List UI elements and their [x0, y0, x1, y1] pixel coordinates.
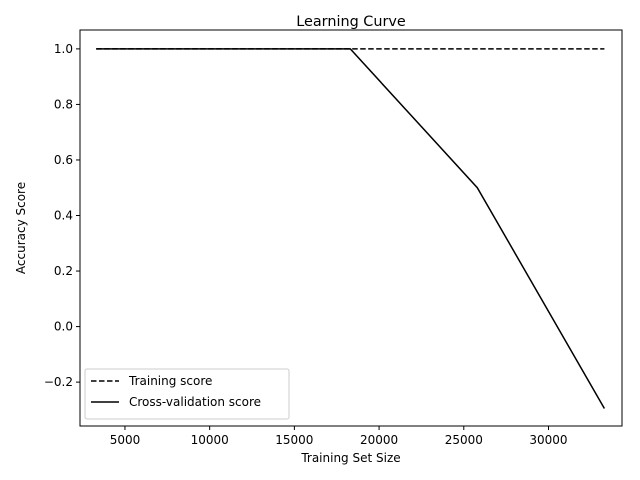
- x-tick-label: 20000: [360, 433, 398, 447]
- legend: Training score Cross-validation score: [84, 368, 290, 420]
- x-axis: 5000 10000 15000 20000 25000 30000: [110, 426, 568, 447]
- legend-label: Cross-validation score: [129, 395, 261, 409]
- x-tick-label: 15000: [275, 433, 313, 447]
- x-tick-label: 25000: [445, 433, 483, 447]
- y-tick-label: 0.4: [54, 209, 73, 223]
- x-tick-label: 10000: [191, 433, 229, 447]
- x-axis-title: Training Set Size: [300, 451, 400, 465]
- x-tick-label: 30000: [529, 433, 567, 447]
- y-axis-title: Accuracy Score: [14, 182, 28, 274]
- series-line-cross-validation-score: [96, 48, 606, 409]
- y-tick-label: 0.6: [54, 153, 73, 167]
- y-tick-label: 1.0: [54, 42, 73, 56]
- x-tick-label: 5000: [110, 433, 141, 447]
- chart-title: Learning Curve: [296, 14, 406, 30]
- y-axis: −0.2 0.0 0.2 0.4 0.6 0.8 1.0: [44, 42, 80, 389]
- legend-label: Training score: [128, 374, 212, 388]
- y-tick-label: 0.8: [54, 97, 73, 111]
- plot-frame: [79, 29, 623, 427]
- y-tick-label: 0.2: [54, 264, 73, 278]
- y-tick-label: 0.0: [54, 320, 73, 334]
- series-layer: [96, 48, 606, 409]
- legend-box: [84, 368, 290, 420]
- y-tick-label: −0.2: [44, 375, 73, 389]
